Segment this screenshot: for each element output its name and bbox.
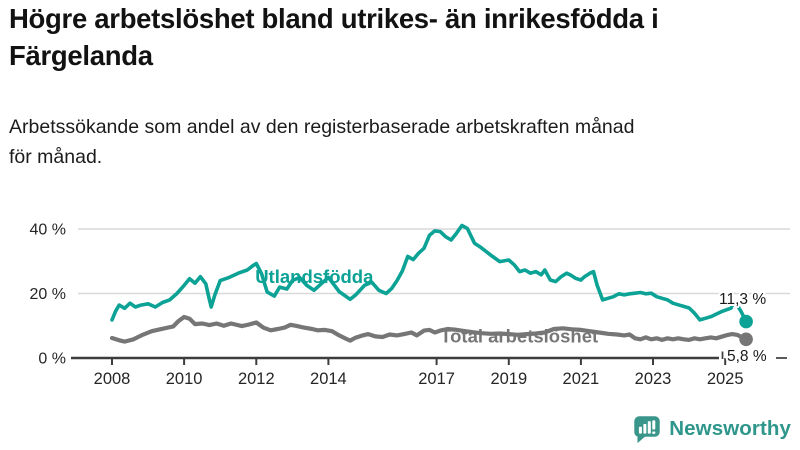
chart-title: Högre arbetslöshet bland utrikes- än inr… <box>9 3 659 71</box>
svg-text:2021: 2021 <box>563 370 600 388</box>
brand-name: Newsworthy <box>669 417 791 440</box>
end-value-foreign-born: 11,3 % <box>719 291 766 308</box>
svg-text:2025: 2025 <box>707 370 744 388</box>
series-line <box>110 223 748 324</box>
svg-text:2014: 2014 <box>310 370 347 388</box>
svg-text:0 %: 0 % <box>38 351 66 368</box>
svg-text:2019: 2019 <box>490 370 527 388</box>
newsworthy-logo: Newsworthy <box>632 414 791 444</box>
svg-text:40 %: 40 % <box>30 222 66 239</box>
svg-text:2010: 2010 <box>166 370 203 388</box>
gridlines <box>78 228 790 295</box>
svg-text:2017: 2017 <box>418 370 455 388</box>
series-line <box>109 314 749 344</box>
series-label: Total arbetslöshet <box>440 326 598 347</box>
svg-text:2023: 2023 <box>635 370 672 388</box>
y-axis-labels: 0 % 20 % 40 % <box>30 222 66 368</box>
x-axis: 2008 2010 2012 2014 2017 2019 2021 2023 2025 <box>71 351 787 388</box>
chart-subtitle: Arbetssökande som andel av den registerb… <box>9 116 635 169</box>
series-end-dot <box>739 314 753 329</box>
svg-text:2008: 2008 <box>94 370 131 388</box>
series-label: Utlandsfödda <box>255 266 374 287</box>
end-value-total: 5,8 % <box>727 348 767 365</box>
bar-chart-speech-bubble-icon <box>634 416 660 444</box>
svg-text:2012: 2012 <box>238 370 275 388</box>
series-end-dot <box>739 332 753 347</box>
svg-text:20 %: 20 % <box>30 286 66 303</box>
